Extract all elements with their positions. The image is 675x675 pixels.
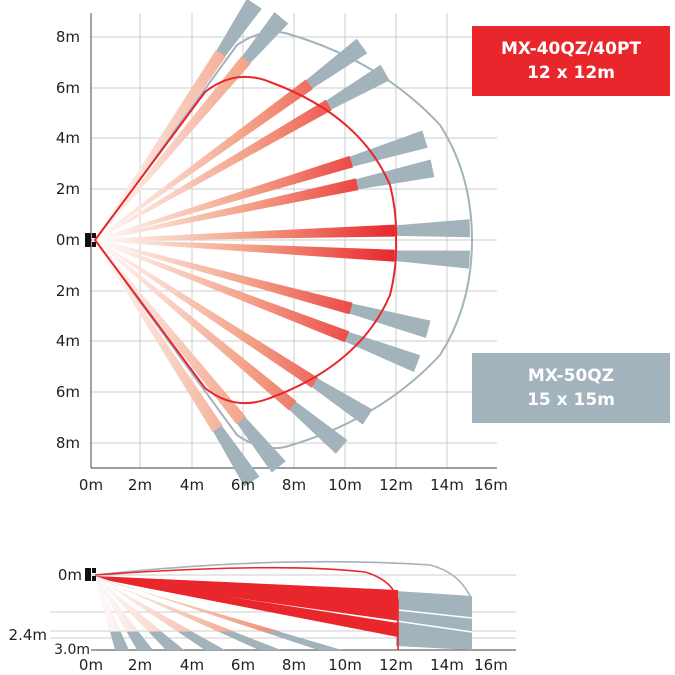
side-x-tick-label: 0m [79, 656, 103, 674]
top-x-tick-label: 10m [328, 476, 362, 494]
top-y-tick-label: 4m [56, 129, 80, 147]
top-x-tick-label: 16m [474, 476, 508, 494]
top-view: 8m 6m 4m 2m 0m 2m 4m 6m 8m 0m 2m 4m 6m 8… [56, 0, 508, 494]
grey-beam-segment [346, 303, 431, 338]
top-x-tick-label: 2m [128, 476, 152, 494]
mx40-badge-model: MX-40QZ/40PT [472, 37, 670, 61]
top-x-tick-label: 14m [430, 476, 464, 494]
side-y-label-top: 0m [58, 566, 82, 584]
grey-beam-segment [391, 219, 470, 237]
side-ray-group [95, 576, 398, 650]
side-x-tick-label: 6m [231, 656, 255, 674]
red-beam-ray [94, 50, 226, 241]
side-grey-beam [396, 591, 472, 650]
grey-beam-segment [309, 376, 373, 424]
top-y-tick-label: 6m [56, 79, 80, 97]
top-y-tick-labels: 8m 6m 4m 2m 0m 2m 4m 6m 8m [56, 28, 80, 452]
side-x-tick-label: 14m [430, 656, 464, 674]
side-x-tick-label: 4m [180, 656, 204, 674]
top-x-tick-label: 4m [180, 476, 204, 494]
top-y-tick-label: 0m [56, 231, 80, 249]
top-x-tick-label: 8m [282, 476, 306, 494]
side-x-tick-label: 2m [128, 656, 152, 674]
top-y-tick-label: 2m [56, 180, 80, 198]
top-x-tick-labels: 0m 2m 4m 6m 8m 10m 12m 14m 16m [79, 476, 508, 494]
side-x-tick-labels: 0m 2m 4m 6m 8m 10m 12m 14m 16m [79, 656, 508, 674]
top-y-tick-label: 8m [56, 434, 80, 452]
red-ray-group [94, 50, 395, 432]
side-x-tick-label: 16m [474, 656, 508, 674]
side-x-tick-label: 12m [379, 656, 413, 674]
side-beam-ray-inner [95, 576, 121, 632]
top-x-tick-label: 12m [379, 476, 413, 494]
top-y-tick-label: 8m [56, 28, 80, 46]
side-x-tick-label: 8m [282, 656, 306, 674]
side-beam-ray [95, 576, 398, 621]
top-y-tick-label: 6m [56, 383, 80, 401]
mx40-badge: MX-40QZ/40PT 12 x 12m [472, 26, 670, 96]
top-y-tick-label: 4m [56, 332, 80, 350]
mx50-badge-range: 15 x 15m [472, 388, 670, 412]
mx40-badge-range: 12 x 12m [472, 61, 670, 85]
grey-beam-segment [352, 160, 434, 191]
top-y-tick-label: 2m [56, 282, 80, 300]
grey-beam-segment [390, 251, 470, 269]
grey-beam-group [211, 0, 470, 486]
side-x-tick-label: 10m [328, 656, 362, 674]
grey-beam-segment [342, 331, 421, 372]
top-x-tick-label: 6m [231, 476, 255, 494]
red-beam-ray [95, 100, 332, 241]
side-y-label-mid: 2.4m [9, 626, 47, 644]
side-view: 0m 2.4m 3.0m 0m 2m 4m 6m 8m 10m 12m 14m … [9, 562, 516, 674]
mx50-badge-model: MX-50QZ [472, 364, 670, 388]
top-x-tick-label: 0m [79, 476, 103, 494]
mx50-badge: MX-50QZ 15 x 15m [472, 353, 670, 423]
